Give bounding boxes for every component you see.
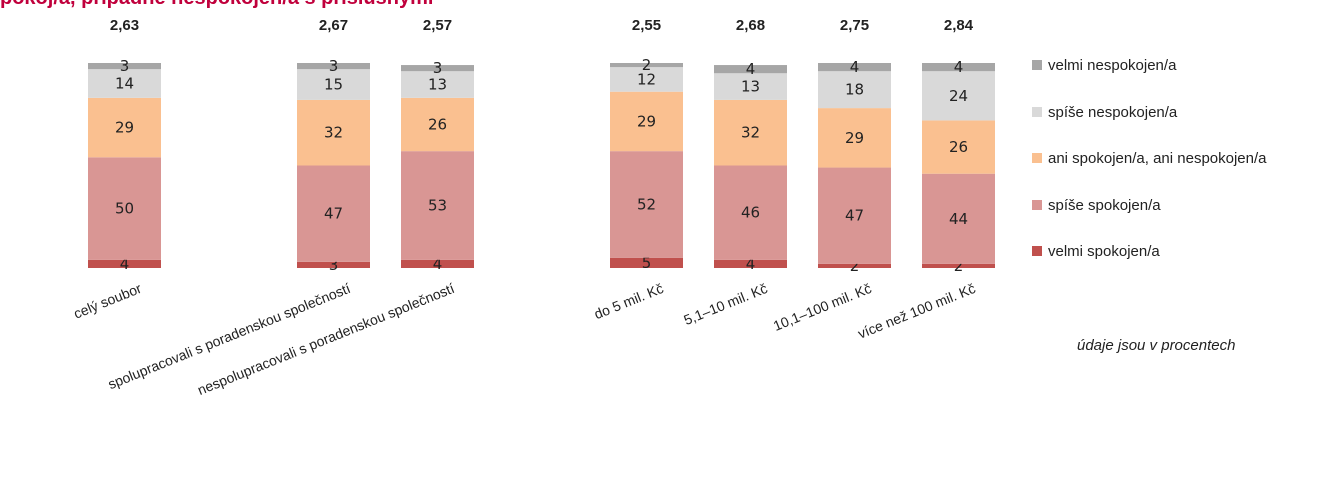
segment-value-label: 3	[329, 256, 339, 274]
segment-value-label: 4	[954, 58, 964, 76]
legend-swatch	[1032, 200, 1042, 210]
segment-value-label: 50	[115, 200, 134, 218]
segment-value-label: 13	[428, 76, 447, 94]
bar-segment	[88, 157, 161, 260]
chart-title-fragment: pokoj/a, případně nespokojen/a s přísluš…	[0, 0, 433, 9]
segment-value-label: 26	[428, 116, 447, 134]
category-label: 5,1–10 mil. Kč	[681, 280, 769, 328]
segment-value-label: 5	[642, 254, 652, 272]
mean-value-label: 2,63	[110, 17, 139, 34]
segment-value-label: 47	[324, 205, 343, 223]
segment-value-label: 4	[746, 255, 756, 273]
bar-segment	[922, 120, 995, 174]
bar-segment	[714, 73, 787, 100]
bar-segment	[714, 259, 787, 268]
bar-segment	[88, 69, 161, 98]
mean-value-label: 2,68	[736, 17, 765, 34]
mean-value-label: 2,67	[319, 17, 348, 34]
bar-segment	[297, 165, 370, 262]
bar-segment	[818, 71, 891, 109]
segment-value-label: 29	[845, 129, 864, 147]
bar-segment	[297, 99, 370, 166]
segment-value-label: 13	[741, 78, 760, 96]
segment-value-label: 2	[850, 257, 860, 275]
segment-value-label: 14	[115, 75, 134, 93]
segment-value-label: 12	[637, 70, 656, 88]
mean-value-label: 2,55	[632, 17, 661, 34]
legend-item-label: ani spokojen/a, ani nespokojen/a	[1048, 150, 1267, 167]
bar-segment	[922, 263, 995, 268]
segment-value-label: 46	[741, 204, 760, 222]
units-note: údaje jsou v procentech	[1077, 337, 1235, 354]
segment-value-label: 15	[324, 76, 343, 94]
bar-segment	[818, 63, 891, 72]
segment-value-label: 52	[637, 195, 656, 213]
legend: velmi nespokojen/a spíše nespokojen/a ani …	[1032, 57, 1267, 260]
bar-segment	[610, 257, 683, 268]
segment-value-label: 2	[954, 257, 964, 275]
segment-value-label: 29	[115, 119, 134, 137]
segment-value-label: 2	[642, 56, 652, 74]
segment-value-label: 32	[324, 124, 343, 142]
bar-segment	[297, 69, 370, 100]
mean-labels: 2,63 2,67 2,57 2,55 2,68 2,75 2,84	[110, 17, 974, 34]
legend-item-label: velmi nespokojen/a	[1048, 57, 1177, 74]
legend-swatch	[1032, 153, 1042, 163]
segment-value-label: 4	[850, 58, 860, 76]
segment-value-label: 3	[433, 59, 443, 77]
bar-segment	[401, 151, 474, 260]
mean-value-label: 2,75	[840, 17, 869, 34]
segment-value-label: 4	[120, 255, 130, 273]
bar-segment	[610, 67, 683, 92]
bar-segment	[922, 71, 995, 121]
bar-segment	[88, 63, 161, 70]
bar-segment	[610, 63, 683, 68]
category-label: do 5 mil. Kč	[592, 280, 666, 322]
category-label: celý soubor	[71, 280, 144, 322]
bar-segment	[88, 259, 161, 268]
bar-segment	[922, 173, 995, 264]
segment-value-label: 24	[949, 87, 968, 105]
bar-segment	[714, 65, 787, 74]
legend-item-label: spíše spokojen/a	[1048, 197, 1161, 214]
category-label: více než 100 mil. Kč	[855, 280, 977, 342]
segment-value-label: 4	[746, 60, 756, 78]
mean-value-label: 2,57	[423, 17, 452, 34]
segment-value-label: 53	[428, 196, 447, 214]
bar-segment	[714, 99, 787, 166]
legend-swatch	[1032, 107, 1042, 117]
segment-value-label: 4	[433, 255, 443, 273]
bars: 4502914334732153453261335522912244632134…	[88, 56, 995, 275]
bar-segment	[714, 165, 787, 260]
segment-value-label: 44	[949, 210, 968, 228]
bar-segment	[610, 151, 683, 258]
bar-segment	[922, 63, 995, 72]
bar-segment	[818, 263, 891, 268]
segment-value-label: 47	[845, 207, 864, 225]
segment-value-label: 26	[949, 138, 968, 156]
legend-item-label: velmi spokojen/a	[1048, 243, 1160, 260]
bar-segment	[401, 97, 474, 152]
legend-swatch	[1032, 246, 1042, 256]
bar-segment	[297, 261, 370, 268]
bar-segment	[401, 71, 474, 98]
segment-value-label: 3	[329, 57, 339, 75]
bar-segment	[401, 259, 474, 268]
segment-value-label: 18	[845, 81, 864, 99]
legend-swatch	[1032, 60, 1042, 70]
bar-segment	[297, 63, 370, 70]
bar-segment	[88, 97, 161, 158]
mean-value-label: 2,84	[944, 17, 974, 34]
segment-value-label: 29	[637, 112, 656, 130]
legend-item-label: spíše nespokojen/a	[1048, 104, 1178, 121]
segment-value-label: 32	[741, 124, 760, 142]
bar-segment	[401, 65, 474, 72]
bar-segment	[818, 167, 891, 264]
bar-segment	[610, 91, 683, 152]
segment-value-label: 3	[120, 57, 130, 75]
bar-segment	[818, 108, 891, 168]
